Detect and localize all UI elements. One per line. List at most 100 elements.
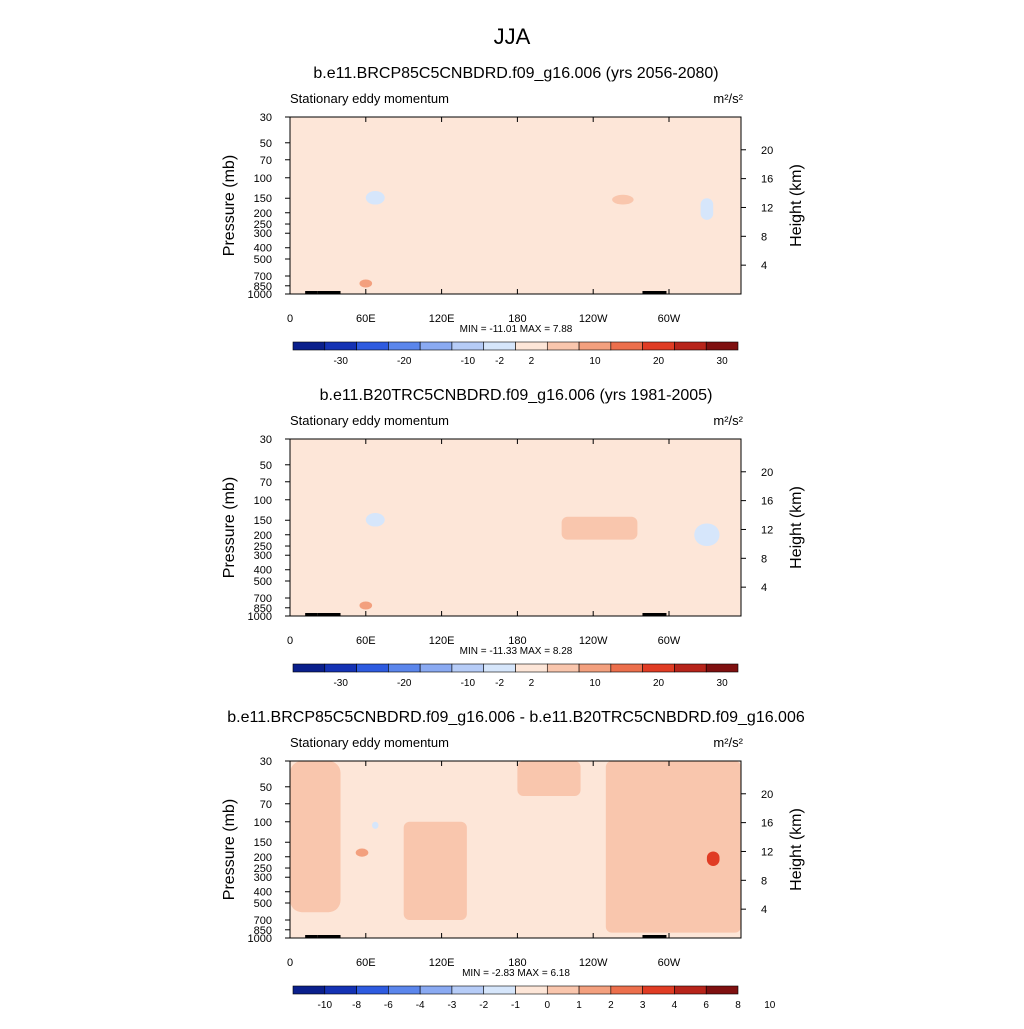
figure-title: JJA: [494, 24, 531, 49]
colorbar-label: -2: [479, 1000, 488, 1011]
colorbar-swatch: [705, 985, 739, 995]
colorbar-label: -1: [511, 1000, 520, 1011]
colorbar-swatch: [674, 341, 707, 351]
colorbar-label: -6: [384, 1000, 393, 1011]
height-tick-label: 12: [761, 846, 773, 858]
colorbar-swatch: [292, 341, 326, 351]
y-tick-label: 250: [254, 541, 272, 553]
field-region: [365, 513, 385, 527]
plot-frame: [289, 438, 742, 617]
panel-subtitle: Stationary eddy momentum: [290, 735, 449, 750]
panel-title: b.e11.B20TRC5CNBDRD.f09_g16.006 (yrs 198…: [320, 387, 713, 404]
x-tick-label: 60E: [356, 635, 376, 647]
panel-title: b.e11.BRCP85C5CNBDRD.f09_g16.006 - b.e11…: [227, 709, 805, 726]
height-tick-label: 20: [761, 467, 773, 479]
height-tick-label: 20: [761, 145, 773, 157]
y-axis-label-right: Height (km): [788, 164, 805, 247]
colorbar-swatch: [324, 985, 357, 995]
field-region: [694, 523, 720, 547]
panel-subtitle: Stationary eddy momentum: [290, 91, 449, 106]
topography: [642, 935, 667, 938]
y-tick-label: 400: [254, 887, 272, 899]
y-tick-label: 500: [254, 898, 272, 910]
x-tick-label: 120W: [579, 957, 608, 969]
y-axis-label-right: Height (km): [788, 486, 805, 569]
y-tick-label: 850: [254, 925, 272, 937]
height-tick-label: 20: [761, 789, 773, 801]
colorbar-label: 10: [589, 678, 601, 689]
field-region: [700, 198, 714, 220]
colorbar-label: 1: [576, 1000, 582, 1011]
y-tick-label: 150: [254, 193, 272, 205]
colorbar-swatch: [674, 985, 707, 995]
y-tick-label: 150: [254, 515, 272, 527]
height-tick-label: 16: [761, 496, 773, 508]
y-tick-label: 100: [254, 495, 272, 507]
colorbar-label: 4: [672, 1000, 678, 1011]
field-region: [315, 212, 366, 248]
height-tick-label: 8: [761, 231, 767, 243]
colorbar-swatch: [705, 663, 739, 673]
x-tick-label: 60E: [356, 313, 376, 325]
y-tick-label: 50: [260, 138, 272, 150]
field-region: [403, 821, 467, 920]
x-tick-label: 120E: [429, 957, 455, 969]
plot-frame: [289, 760, 742, 939]
colorbar-swatch: [419, 985, 453, 995]
colorbar-swatch: [642, 663, 675, 673]
colorbar-label: 2: [608, 1000, 614, 1011]
min-max-stats: MIN = -11.01 MAX = 7.88: [460, 324, 573, 335]
colorbar-label: -2: [495, 678, 504, 689]
y-axis-label: Pressure (mb): [221, 799, 238, 900]
colorbar-label: -3: [447, 1000, 456, 1011]
colorbar-swatch: [515, 663, 548, 673]
colorbar-swatch: [483, 663, 516, 673]
panel-title: b.e11.BRCP85C5CNBDRD.f09_g16.006 (yrs 20…: [313, 65, 718, 82]
field-region: [612, 194, 634, 205]
colorbar-swatch: [388, 663, 421, 673]
y-tick-label: 200: [254, 852, 272, 864]
field-region: [359, 279, 373, 288]
colorbar-swatch: [705, 341, 739, 351]
field-region: [511, 439, 741, 582]
colorbar-label: 20: [653, 356, 665, 367]
y-axis-label: Pressure (mb): [221, 155, 238, 256]
y-tick-label: 850: [254, 603, 272, 615]
field-region: [290, 439, 316, 556]
y-tick-label: 100: [254, 173, 272, 185]
min-max-stats: MIN = -11.33 MAX = 8.28: [460, 646, 573, 657]
colorbar-swatch: [546, 985, 580, 995]
y-tick-label: 500: [254, 576, 272, 588]
height-tick-label: 8: [761, 875, 767, 887]
x-tick-label: 120W: [579, 313, 608, 325]
y-tick-label: 30: [260, 756, 272, 768]
colorbar-label: 30: [717, 356, 729, 367]
colorbar-swatch: [356, 341, 389, 351]
panel-units: m²/s²: [713, 735, 743, 750]
plot-frame: [289, 116, 742, 295]
topography: [305, 613, 318, 616]
colorbar-swatch: [578, 985, 612, 995]
height-tick-label: 8: [761, 553, 767, 565]
colorbar-swatch: [610, 663, 643, 673]
y-tick-label: 250: [254, 219, 272, 231]
colorbar-swatch: [483, 985, 516, 995]
y-tick-label: 700: [254, 271, 272, 283]
y-tick-label: 70: [260, 799, 272, 811]
height-tick-label: 12: [761, 524, 773, 536]
colorbar-swatch: [324, 341, 357, 351]
y-tick-label: 30: [260, 434, 272, 446]
y-tick-label: 300: [254, 550, 272, 562]
min-max-stats: MIN = -2.83 MAX = 6.18: [462, 968, 570, 979]
colorbar-swatch: [388, 341, 421, 351]
y-tick-label: 700: [254, 593, 272, 605]
y-tick-label: 1000: [248, 933, 272, 945]
colorbar-swatch: [610, 341, 643, 351]
field-region: [605, 761, 741, 933]
colorbar-label: -30: [333, 678, 348, 689]
height-tick-label: 16: [761, 818, 773, 830]
y-tick-label: 300: [254, 228, 272, 240]
field-region: [365, 191, 385, 205]
x-tick-label: 0: [287, 313, 293, 325]
